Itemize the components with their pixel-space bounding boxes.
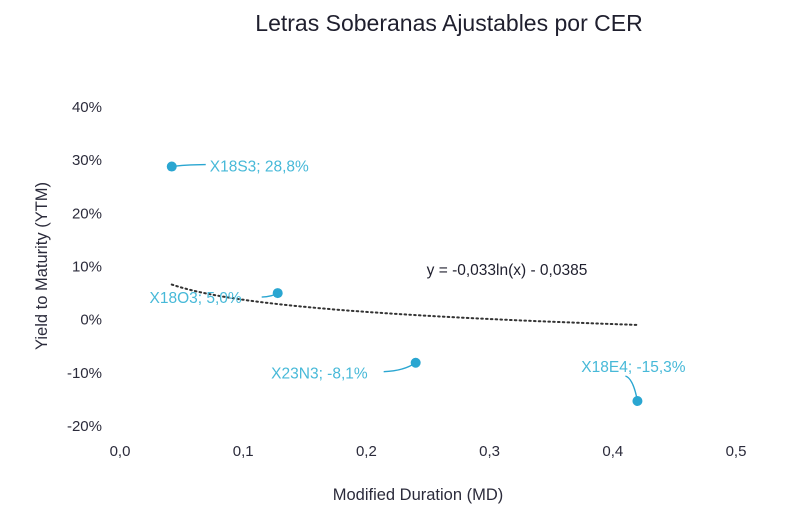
x-tick-label: 0,4 bbox=[602, 443, 623, 460]
data-label: X18S3; 28,8% bbox=[210, 159, 309, 176]
x-tick-label: 0,3 bbox=[479, 443, 500, 460]
data-points: X18S3; 28,8% X18O3; 5,0% X23N3; -8,1% X18E4… bbox=[149, 159, 686, 407]
x-tick-label: 0,2 bbox=[356, 443, 377, 460]
y-tick-label: 40% bbox=[72, 99, 102, 116]
data-point-group: X23N3; -8,1% bbox=[271, 357, 421, 383]
data-point-group: X18E4; -15,3% bbox=[581, 359, 686, 407]
x-tick-label: 0,1 bbox=[233, 443, 254, 460]
y-tick-label: 10% bbox=[72, 259, 102, 276]
x-tick-labels: 0,0 0,1 0,2 0,3 0,4 0,5 bbox=[110, 443, 747, 460]
y-tick-label: -20% bbox=[67, 418, 102, 435]
y-tick-label: 20% bbox=[72, 205, 102, 222]
x-axis-label: Modified Duration (MD) bbox=[333, 486, 504, 504]
trendline bbox=[170, 283, 639, 326]
x-tick-label: 0,0 bbox=[110, 443, 131, 460]
y-axis-label: Yield to Maturity (YTM) bbox=[33, 182, 51, 350]
y-tick-label: 30% bbox=[72, 152, 102, 169]
data-label: X23N3; -8,1% bbox=[271, 366, 368, 383]
data-point bbox=[272, 288, 283, 299]
y-tick-labels: 40% 30% 20% 10% 0% -10% -20% bbox=[67, 99, 102, 435]
trendline-equation: y = -0,033ln(x) - 0,0385 bbox=[427, 262, 588, 279]
data-point bbox=[410, 357, 421, 368]
chart-title: Letras Soberanas Ajustables por CER bbox=[255, 10, 642, 36]
data-point bbox=[166, 161, 177, 172]
data-point bbox=[632, 396, 643, 407]
data-label: X18E4; -15,3% bbox=[581, 359, 685, 376]
y-tick-label: 0% bbox=[80, 312, 102, 329]
data-point-group: X18O3; 5,0% bbox=[149, 288, 283, 307]
leader-line bbox=[171, 163, 206, 168]
x-tick-label: 0,5 bbox=[726, 443, 747, 460]
data-point-group: X18S3; 28,8% bbox=[166, 159, 309, 176]
y-tick-label: -10% bbox=[67, 365, 102, 382]
data-label: X18O3; 5,0% bbox=[149, 290, 241, 307]
